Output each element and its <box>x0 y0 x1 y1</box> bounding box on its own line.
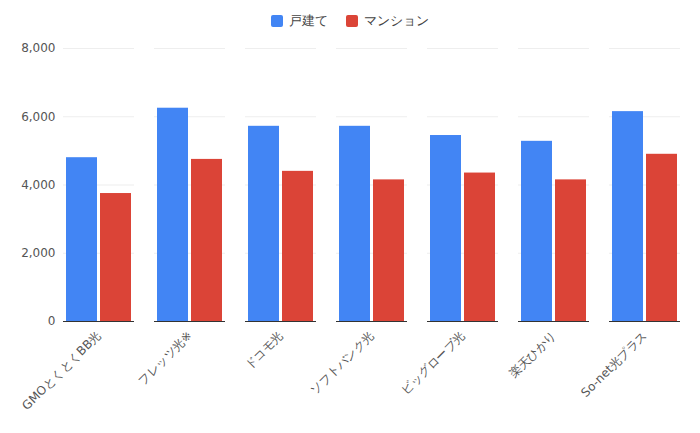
html-text:戸建て: 戸建て <box>289 13 328 28</box>
svg-text:0: 0 <box>48 314 56 328</box>
svg-text:ソフトバンク光: ソフトバンク光 <box>308 328 377 397</box>
svg-text:6,000: 6,000 <box>21 110 55 124</box>
html-text:マンション: マンション <box>364 13 429 28</box>
svg-text:So-net光プラス: So-net光プラス <box>578 328 650 400</box>
svg-text:ビッグローブ光: ビッグローブ光 <box>399 328 468 397</box>
svg-text:GMOとくとくBB光: GMOとくとくBB光 <box>19 328 104 413</box>
svg-text:2,000: 2,000 <box>21 246 55 260</box>
svg-text:8,000: 8,000 <box>21 41 55 55</box>
svg-text:ドコモ光: ドコモ光 <box>242 328 286 372</box>
svg-text:フレッツ光※: フレッツ光※ <box>135 328 194 387</box>
svg-text:4,000: 4,000 <box>21 178 55 192</box>
svg-text:楽天ひかり: 楽天ひかり <box>507 328 559 380</box>
